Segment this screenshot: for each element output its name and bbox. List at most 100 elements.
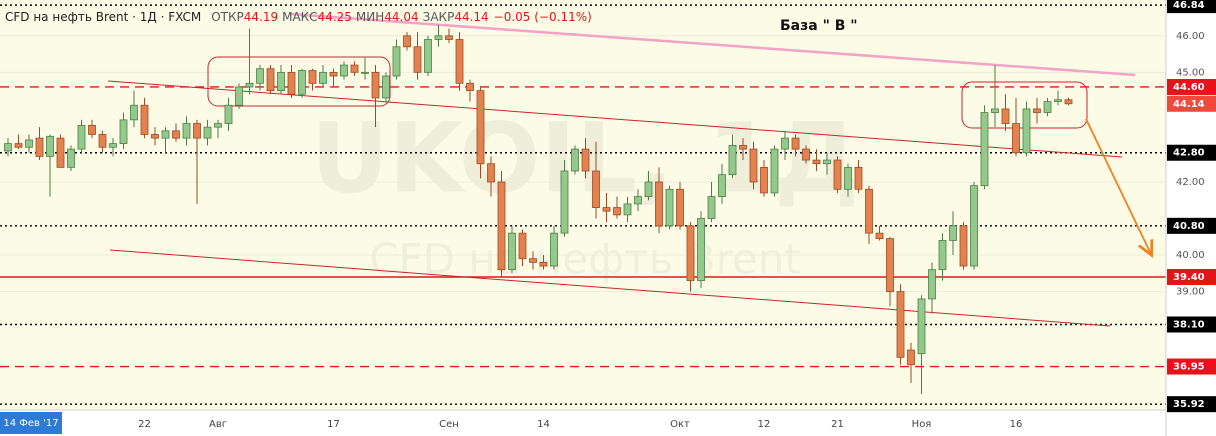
candle-body: [476, 90, 485, 165]
candle-body: [329, 71, 338, 77]
candle-body: [182, 123, 191, 139]
stat-value: 44.04: [384, 10, 418, 24]
candle-body: [508, 232, 516, 271]
candle-body: [203, 126, 212, 139]
level-label-box: [1167, 144, 1216, 161]
candle-body: [1033, 108, 1041, 113]
candle-body: [980, 112, 989, 187]
level-label: 38.10: [1173, 319, 1205, 330]
candle-body: [1043, 101, 1052, 113]
candle-body: [760, 166, 768, 194]
level-label-box: [1167, 0, 1216, 14]
candle-body: [634, 196, 642, 205]
last-price-box: [1167, 95, 1216, 112]
candle-body: [140, 104, 149, 135]
candle-body: [119, 119, 128, 145]
candle-body: [917, 298, 926, 355]
cursor-label-box: [0, 412, 62, 434]
last-price-label: 44.14: [1173, 99, 1205, 110]
candle-body: [277, 71, 285, 92]
candle-body: [266, 68, 275, 92]
level-label: 44.60: [1173, 82, 1205, 93]
stat-label: ЗАКР: [423, 10, 455, 24]
candle-body: [613, 207, 621, 216]
candle-body: [970, 185, 978, 267]
candle-body: [14, 143, 23, 148]
time-axis-panel: [0, 410, 1166, 436]
candle-body: [298, 70, 306, 95]
candle-body: [319, 71, 327, 84]
stat-label: МИН: [356, 10, 384, 24]
candle-body: [739, 145, 747, 150]
candle-body: [928, 269, 936, 300]
level-label-box: [1167, 396, 1216, 413]
candle-body: [539, 261, 548, 267]
candle-body: [77, 124, 86, 150]
candle-body: [896, 291, 905, 358]
candle-body: [161, 130, 170, 139]
candle-body: [1022, 108, 1031, 154]
candle-body: [770, 148, 779, 194]
candle-body: [403, 35, 411, 48]
candle-body: [686, 225, 695, 282]
chart-header: CFD на нефть Brent · 1Д · FXCM ОТКР44.19 М…: [5, 10, 592, 24]
y-tick-label: 39.00: [1176, 287, 1205, 298]
candle-body: [571, 148, 579, 172]
candle-body: [938, 240, 947, 271]
candle-body: [823, 159, 831, 165]
candle-body: [907, 349, 915, 366]
candle-body: [25, 139, 33, 148]
x-tick-label: 21: [831, 419, 844, 430]
level-label: 36.95: [1173, 362, 1205, 373]
y-tick-label: 42.00: [1176, 177, 1205, 188]
candle-body: [949, 225, 957, 241]
x-tick-label: Авг: [209, 419, 227, 430]
x-tick-label: 22: [138, 419, 151, 430]
candle-body: [130, 104, 138, 121]
highlight-box: [207, 56, 391, 107]
candle-body: [382, 75, 390, 99]
candle-body: [4, 143, 12, 152]
candle-body: [518, 232, 527, 260]
candle-body: [865, 188, 873, 234]
change: −0.05 (−0.11%): [494, 10, 592, 24]
candle-body: [487, 163, 495, 183]
candle-body: [550, 232, 558, 267]
candle-body: [287, 71, 296, 95]
candle-body: [224, 104, 233, 124]
candle-body: [46, 135, 54, 157]
candle-body: [707, 196, 716, 219]
drawings: [107, 12, 1150, 327]
candle-body: [88, 124, 96, 135]
candles: [4, 24, 1073, 394]
x-tick-label: 17: [327, 419, 340, 430]
stats: ОТКР44.19 МАКС44.25 МИН44.04 ЗАКР44.14: [211, 10, 488, 24]
candle-body: [529, 258, 537, 263]
candle-body: [791, 137, 800, 150]
x-tick-label: Ноя: [912, 419, 932, 430]
candle-body: [466, 82, 474, 92]
candle-body: [697, 218, 705, 282]
candle-body: [350, 64, 359, 73]
candle-body: [581, 148, 590, 172]
level-label-box: [1167, 268, 1216, 285]
candle-body: [392, 46, 401, 77]
candle-body: [676, 188, 684, 227]
stat-value: 44.14: [454, 10, 488, 24]
candle-body: [1001, 108, 1010, 124]
candle-body: [67, 148, 75, 168]
candle-body: [424, 39, 432, 73]
watermark-name: CFD на нефть Brent: [369, 235, 801, 284]
stat-label: ОТКР: [211, 10, 244, 24]
stat-value: 44.19: [244, 10, 278, 24]
x-tick-label: 14: [537, 419, 550, 430]
candle-body: [644, 181, 653, 197]
candle-body: [371, 71, 380, 99]
level-label-box: [1167, 316, 1216, 333]
candle-body: [1012, 123, 1020, 154]
candle-body: [833, 159, 842, 190]
y-tick-label: 40.00: [1176, 250, 1205, 261]
candle-body: [875, 232, 884, 240]
candle-body: [245, 82, 254, 88]
candle-body: [413, 46, 422, 73]
